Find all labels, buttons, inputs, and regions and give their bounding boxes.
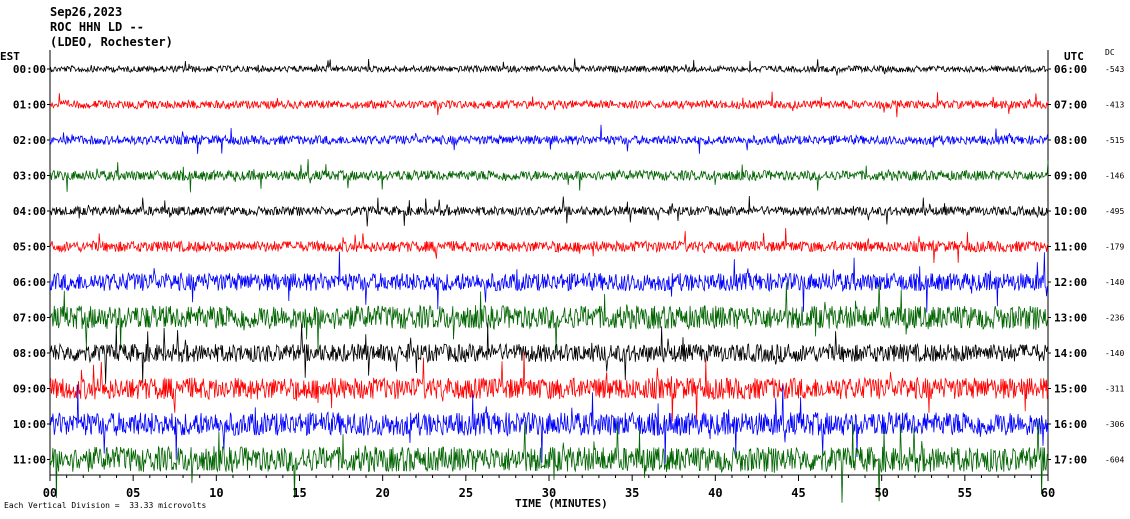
utc-tick-label: 07:00: [1054, 99, 1087, 112]
utc-tick-label: 11:00: [1054, 241, 1087, 254]
dc-offset-label: -179: [1105, 243, 1124, 252]
x-tick-label: 20: [375, 486, 389, 500]
dc-offset-label: -146: [1105, 172, 1124, 181]
institution-label: (LDEO, Rochester): [50, 35, 173, 49]
station-code: ROC HHN LD --: [50, 20, 144, 34]
seismic-trace-0000: [49, 58, 1049, 76]
est-tick-label: 00:00: [13, 63, 46, 76]
seismic-trace-0700: [50, 282, 1049, 354]
est-tick-label: 01:00: [13, 99, 46, 112]
seismic-trace-0900: [49, 351, 1049, 422]
seismic-trace-0500: [49, 227, 1049, 264]
x-axis-label: TIME (MINUTES): [515, 497, 608, 510]
x-tick-label: 40: [708, 486, 722, 500]
utc-tick-label: 17:00: [1054, 454, 1087, 467]
x-tick-label: 30: [542, 486, 556, 500]
x-tick-label: 55: [958, 486, 972, 500]
scale-footnote: Each Vertical Division = 33.33 microvolt…: [4, 501, 207, 510]
x-tick-label: 05: [126, 486, 140, 500]
dc-offset-label: -515: [1105, 136, 1124, 145]
est-tick-label: 04:00: [13, 205, 46, 218]
x-tick-label: 60: [1041, 486, 1055, 500]
x-tick-label: 15: [292, 486, 306, 500]
dc-offset-label: -495: [1105, 207, 1124, 216]
x-tick-label: 45: [791, 486, 805, 500]
dc-offset-label: -306: [1105, 420, 1124, 429]
utc-tick-label: 13:00: [1054, 312, 1087, 325]
utc-tick-label: 16:00: [1054, 418, 1087, 431]
utc-tick-label: 14:00: [1054, 347, 1087, 360]
dc-offset-label: -236: [1105, 314, 1124, 323]
dc-offset-label: -543: [1105, 65, 1124, 74]
dc-offset-label: -311: [1105, 385, 1124, 394]
x-tick-label: 35: [625, 486, 639, 500]
utc-tick-label: 15:00: [1054, 383, 1087, 396]
utc-tick-label: 06:00: [1054, 63, 1087, 76]
x-tick-label: 10: [209, 486, 223, 500]
est-tick-label: 09:00: [13, 383, 46, 396]
seismic-trace-0300: [49, 159, 1049, 193]
seismic-trace-0100: [49, 91, 1049, 118]
dc-offset-label: -604: [1105, 456, 1124, 465]
seismic-trace-0600: [49, 251, 1049, 313]
seismic-trace-0400: [49, 195, 1049, 227]
utc-tick-label: 10:00: [1054, 205, 1087, 218]
dc-column-header: DC: [1105, 48, 1115, 57]
est-tick-label: 07:00: [13, 312, 46, 325]
est-tick-label: 03:00: [13, 170, 46, 183]
est-tick-label: 02:00: [13, 134, 46, 147]
utc-tick-label: 09:00: [1054, 170, 1087, 183]
est-tick-label: 10:00: [13, 418, 46, 431]
dc-offset-label: -140: [1105, 278, 1124, 287]
seismic-trace-1100: [49, 418, 1049, 503]
dc-offset-label: -413: [1105, 101, 1124, 110]
right-timezone-label: UTC: [1064, 50, 1084, 63]
x-tick-label: 50: [874, 486, 888, 500]
est-tick-label: 11:00: [13, 454, 46, 467]
est-tick-label: 06:00: [13, 276, 46, 289]
seismic-trace-0800: [49, 322, 1049, 384]
utc-tick-label: 08:00: [1054, 134, 1087, 147]
utc-tick-label: 12:00: [1054, 276, 1087, 289]
est-tick-label: 05:00: [13, 241, 46, 254]
seismic-trace-0200: [49, 124, 1049, 154]
dc-offset-label: -140: [1105, 349, 1124, 358]
seismic-trace-1000: [49, 384, 1049, 464]
est-tick-label: 08:00: [13, 347, 46, 360]
chart-date: Sep26,2023: [50, 5, 123, 19]
left-timezone-label: EST: [0, 50, 20, 63]
x-tick-label: 00: [43, 486, 57, 500]
x-tick-label: 25: [459, 486, 473, 500]
